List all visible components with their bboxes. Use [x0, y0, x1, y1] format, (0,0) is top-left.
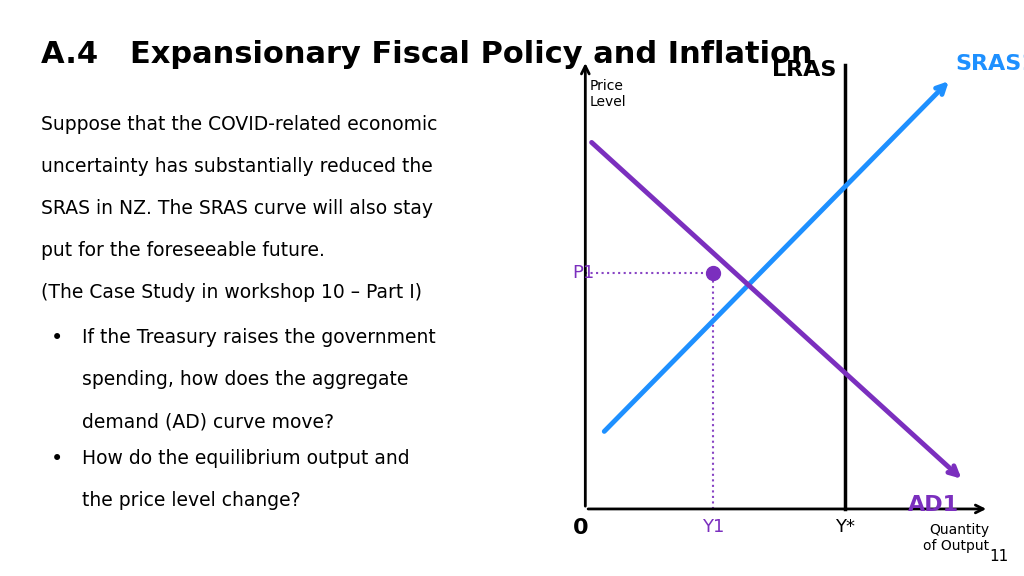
Text: Suppose that the COVID-related economic: Suppose that the COVID-related economic: [41, 115, 437, 134]
Text: SRAS1: SRAS1: [955, 54, 1024, 74]
Text: LRAS: LRAS: [772, 60, 836, 80]
Text: SRAS in NZ. The SRAS curve will also stay: SRAS in NZ. The SRAS curve will also sta…: [41, 199, 433, 218]
Text: demand (AD) curve move?: demand (AD) curve move?: [82, 412, 334, 431]
Text: 0: 0: [572, 518, 588, 539]
Text: (The Case Study in workshop 10 – Part I): (The Case Study in workshop 10 – Part I): [41, 283, 422, 302]
Text: •: •: [51, 328, 63, 348]
Text: uncertainty has substantially reduced the: uncertainty has substantially reduced th…: [41, 157, 433, 176]
Text: Price
Level: Price Level: [590, 79, 627, 109]
Text: 11: 11: [989, 550, 1009, 564]
Text: A.4   Expansionary Fiscal Policy and Inflation: A.4 Expansionary Fiscal Policy and Infla…: [41, 40, 813, 69]
Text: How do the equilibrium output and: How do the equilibrium output and: [82, 449, 410, 468]
Text: Y*: Y*: [835, 518, 855, 536]
Text: Y1: Y1: [701, 518, 724, 536]
Text: Quantity
of Output: Quantity of Output: [923, 523, 989, 554]
Text: P1: P1: [572, 264, 595, 282]
Text: •: •: [51, 449, 63, 469]
Text: If the Treasury raises the government: If the Treasury raises the government: [82, 328, 435, 347]
Text: spending, how does the aggregate: spending, how does the aggregate: [82, 370, 409, 389]
Text: the price level change?: the price level change?: [82, 491, 301, 510]
Text: AD1: AD1: [908, 495, 959, 515]
Text: put for the foreseeable future.: put for the foreseeable future.: [41, 241, 325, 260]
